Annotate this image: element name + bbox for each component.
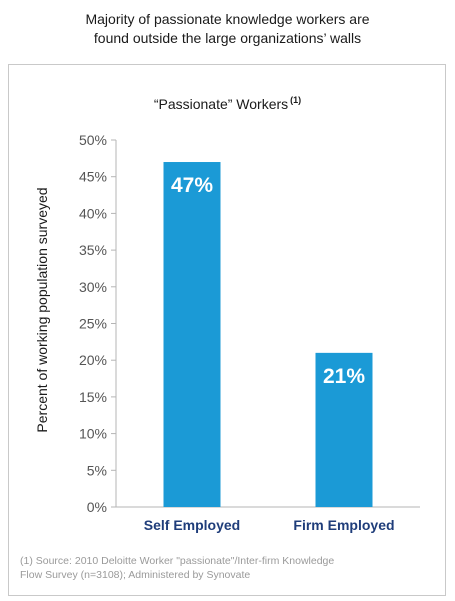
y-tick-label: 5% — [87, 462, 107, 478]
y-tick-label: 45% — [79, 169, 107, 185]
chart-title: “Passionate” Workers (1) — [0, 95, 455, 112]
y-tick-label: 15% — [79, 389, 107, 405]
footnote-line-1: (1) Source: 2010 Deloitte Worker "passio… — [20, 555, 335, 567]
headline-line-2: found outside the large organizations’ w… — [93, 30, 362, 46]
headline: Majority of passionate knowledge workers… — [0, 10, 455, 48]
category-label: Self Employed — [144, 517, 240, 533]
bar-value-label: 21% — [323, 365, 365, 388]
bar — [315, 352, 373, 507]
y-tick-label: 30% — [79, 279, 107, 295]
chart-title-text: “Passionate” Workers — [153, 96, 289, 112]
y-tick-label: 25% — [79, 316, 107, 332]
chart-title-footnote-marker: (1) — [290, 95, 302, 105]
headline-line-1: Majority of passionate knowledge workers… — [85, 11, 370, 27]
y-tick-label: 0% — [87, 499, 107, 515]
y-axis-label: Percent of working population surveyed — [34, 187, 50, 433]
footnote-line-2: Flow Survey (n=3108); Administered by Sy… — [20, 569, 251, 581]
y-tick-label: 20% — [79, 352, 107, 368]
bar — [163, 162, 221, 507]
footnote: (1) Source: 2010 Deloitte Worker "passio… — [20, 554, 420, 582]
category-label: Firm Employed — [293, 517, 394, 533]
bar-value-label: 47% — [171, 174, 213, 197]
y-tick-label: 10% — [79, 426, 107, 442]
y-tick-label: 40% — [79, 205, 107, 221]
y-tick-label: 35% — [79, 242, 107, 258]
y-tick-label: 50% — [79, 132, 107, 148]
